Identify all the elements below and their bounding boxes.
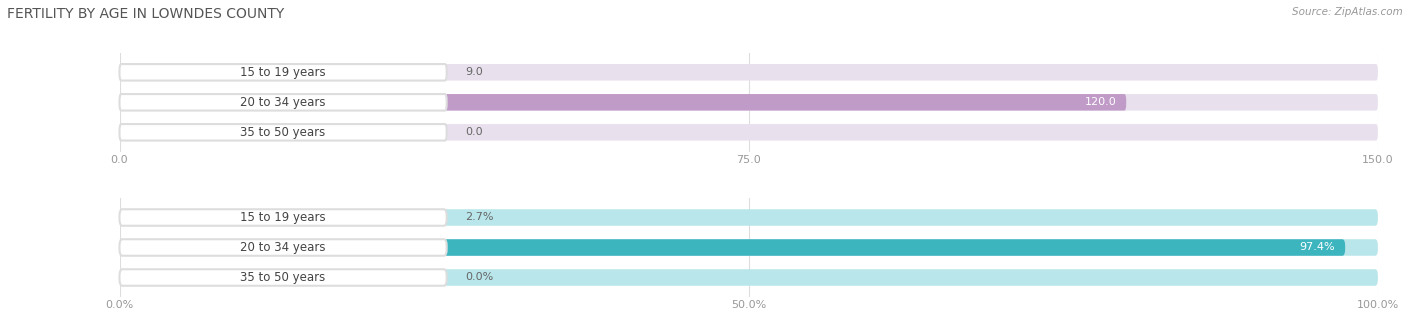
FancyBboxPatch shape (120, 209, 1378, 226)
FancyBboxPatch shape (120, 94, 1378, 111)
Text: 15 to 19 years: 15 to 19 years (240, 66, 326, 79)
FancyBboxPatch shape (120, 124, 1378, 141)
FancyBboxPatch shape (120, 269, 1378, 286)
Text: FERTILITY BY AGE IN LOWNDES COUNTY: FERTILITY BY AGE IN LOWNDES COUNTY (7, 7, 284, 20)
FancyBboxPatch shape (120, 64, 195, 81)
Text: Source: ZipAtlas.com: Source: ZipAtlas.com (1292, 7, 1403, 16)
Text: 97.4%: 97.4% (1299, 243, 1336, 252)
Text: 0.0%: 0.0% (465, 273, 494, 282)
FancyBboxPatch shape (120, 239, 447, 256)
Text: 20 to 34 years: 20 to 34 years (240, 241, 326, 254)
FancyBboxPatch shape (120, 239, 1378, 256)
FancyBboxPatch shape (120, 94, 447, 111)
Text: 2.7%: 2.7% (465, 213, 494, 222)
FancyBboxPatch shape (120, 94, 1126, 111)
Text: 35 to 50 years: 35 to 50 years (240, 271, 326, 284)
Text: 35 to 50 years: 35 to 50 years (240, 126, 326, 139)
FancyBboxPatch shape (120, 269, 447, 286)
Text: 9.0: 9.0 (465, 67, 484, 77)
FancyBboxPatch shape (120, 209, 153, 226)
Text: 20 to 34 years: 20 to 34 years (240, 96, 326, 109)
FancyBboxPatch shape (120, 239, 1346, 256)
Text: 15 to 19 years: 15 to 19 years (240, 211, 326, 224)
Text: 0.0: 0.0 (465, 127, 484, 137)
FancyBboxPatch shape (120, 64, 447, 81)
FancyBboxPatch shape (120, 64, 1378, 81)
Text: 120.0: 120.0 (1084, 97, 1116, 107)
FancyBboxPatch shape (120, 209, 447, 226)
FancyBboxPatch shape (120, 124, 447, 141)
